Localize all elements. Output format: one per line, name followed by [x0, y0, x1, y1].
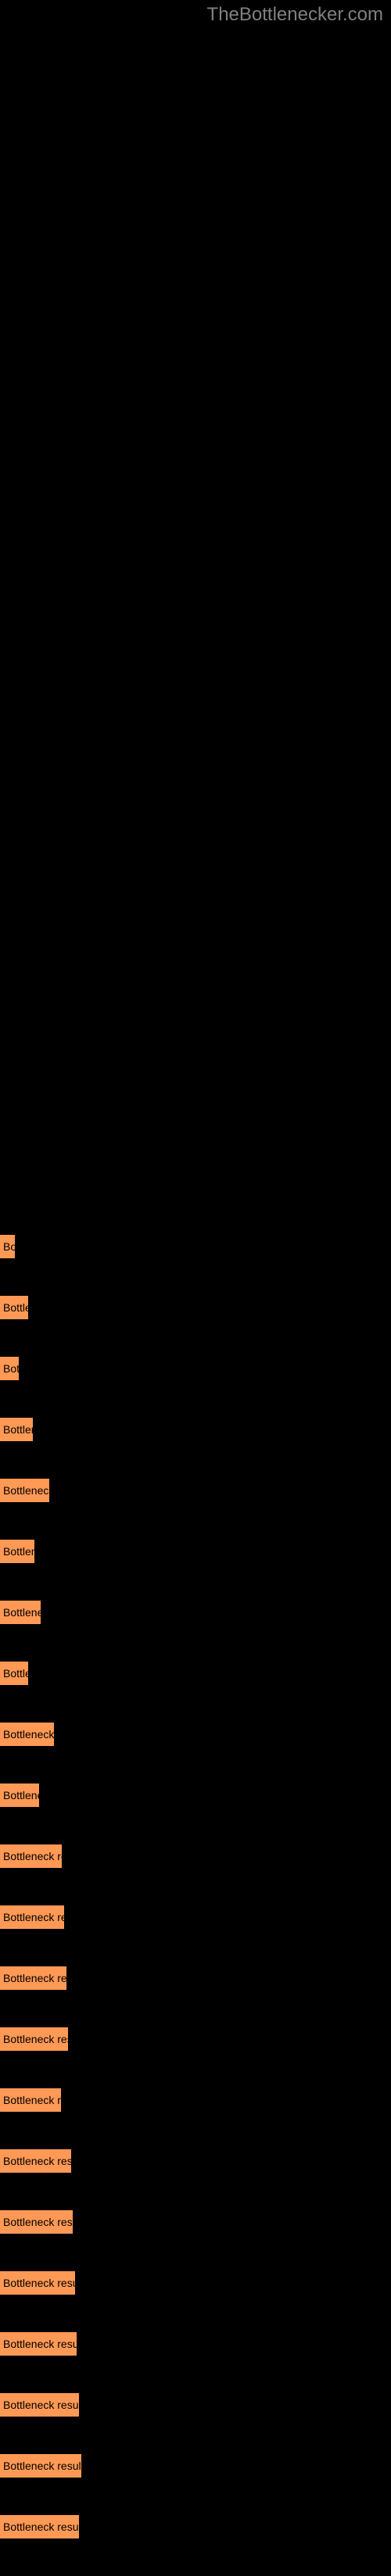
bar-label: Bottlen	[3, 1301, 28, 1314]
bar: Bottleneck result	[0, 2393, 79, 2417]
bar: Bottlen	[0, 1662, 28, 1685]
bar: Bottleneck result	[0, 2149, 71, 2173]
bar-label: Bo	[3, 1240, 15, 1253]
bar-chart: Bo Bottlen Bot Bottlene Bottleneck r Bottlene…	[0, 1235, 391, 2576]
bar: Bottleneck	[0, 1601, 41, 1624]
bar-row: Bottlen	[0, 1662, 391, 1685]
bar-row: Bottleneck result	[0, 2027, 391, 2051]
bar-row: Bottleneck result	[0, 1966, 391, 1990]
bar-label: Bottleneck	[3, 1606, 41, 1619]
bar-row: Bot	[0, 1357, 391, 1380]
bar: Bo	[0, 1235, 15, 1258]
bar-row: Bottleneck resul	[0, 1844, 391, 1868]
bar-row: Bottleneck r	[0, 1479, 391, 1502]
bar-label: Bottleneck resul	[3, 1850, 62, 1862]
bar: Bottleneck result	[0, 2210, 73, 2234]
bar-label: Bottleneck r	[3, 1484, 49, 1497]
bar-row: Bottleneck result	[0, 2210, 391, 2234]
bar-row: Bottleneck re	[0, 1723, 391, 1746]
bar-label: Bottleneck resu	[3, 2094, 61, 2106]
bar-label: Bottleneck re	[3, 1728, 54, 1741]
bar-row: Bottleneck	[0, 1601, 391, 1624]
bar-row: Bottleneck resu	[0, 2088, 391, 2112]
bar-label: Bottleneck result	[3, 2216, 73, 2228]
bar: Bottleneck result	[0, 2515, 79, 2538]
watermark-text: TheBottlenecker.com	[207, 4, 383, 26]
bar: Bottleneck result	[0, 2271, 75, 2295]
bar-label: Bottleneck result	[3, 2338, 77, 2350]
bar: Bottleneck result	[0, 2454, 81, 2478]
bar-row: Bo	[0, 1235, 391, 1258]
bar-row: Bottleneck result	[0, 2515, 391, 2538]
bar: Bottlen	[0, 1296, 28, 1319]
bar-row: Bottleneck result	[0, 1905, 391, 1929]
bar-row: Bottlene	[0, 1540, 391, 1563]
bar-row: Bottleneck result	[0, 2149, 391, 2173]
bar-row: Bottleneck result	[0, 2393, 391, 2417]
bar: Bottlene	[0, 1418, 33, 1441]
bar-label: Bottleneck result	[3, 2155, 71, 2167]
bar: Bottlene	[0, 1540, 34, 1563]
bar: Bottleneck resu	[0, 2088, 61, 2112]
bar: Bottleneck result	[0, 1966, 66, 1990]
bar-label: Bottleneck result	[3, 2033, 68, 2045]
bar-label: Bottlene	[3, 1545, 34, 1558]
bar: Bottleneck result	[0, 1905, 64, 1929]
bar-label: Bottlene	[3, 1423, 33, 1436]
bar-label: Bottleneck result	[3, 1911, 64, 1923]
bar-row: Bottlenec	[0, 1784, 391, 1807]
bar: Bottleneck result	[0, 2332, 77, 2356]
bar-row: Bottleneck result	[0, 2454, 391, 2478]
bar: Bottlenec	[0, 1784, 39, 1807]
bar: Bottleneck resul	[0, 1844, 62, 1868]
bar-label: Bottleneck result	[3, 2277, 75, 2289]
bar-row: Bottleneck result	[0, 2271, 391, 2295]
bar: Bot	[0, 1357, 19, 1380]
bar-row: Bottlene	[0, 1418, 391, 1441]
bar: Bottleneck re	[0, 1723, 54, 1746]
bar-label: Bottleneck result	[3, 2521, 79, 2533]
bar-row: Bottleneck result	[0, 2332, 391, 2356]
bar-label: Bottleneck result	[3, 2399, 79, 2411]
bar-label: Bottlen	[3, 1667, 28, 1680]
bar-label: Bot	[3, 1362, 19, 1375]
bar-label: Bottleneck result	[3, 1972, 66, 1984]
bar-label: Bottlenec	[3, 1789, 39, 1801]
bar: Bottleneck r	[0, 1479, 49, 1502]
bar-label: Bottleneck result	[3, 2460, 81, 2472]
bar: Bottleneck result	[0, 2027, 68, 2051]
bar-row: Bottlen	[0, 1296, 391, 1319]
